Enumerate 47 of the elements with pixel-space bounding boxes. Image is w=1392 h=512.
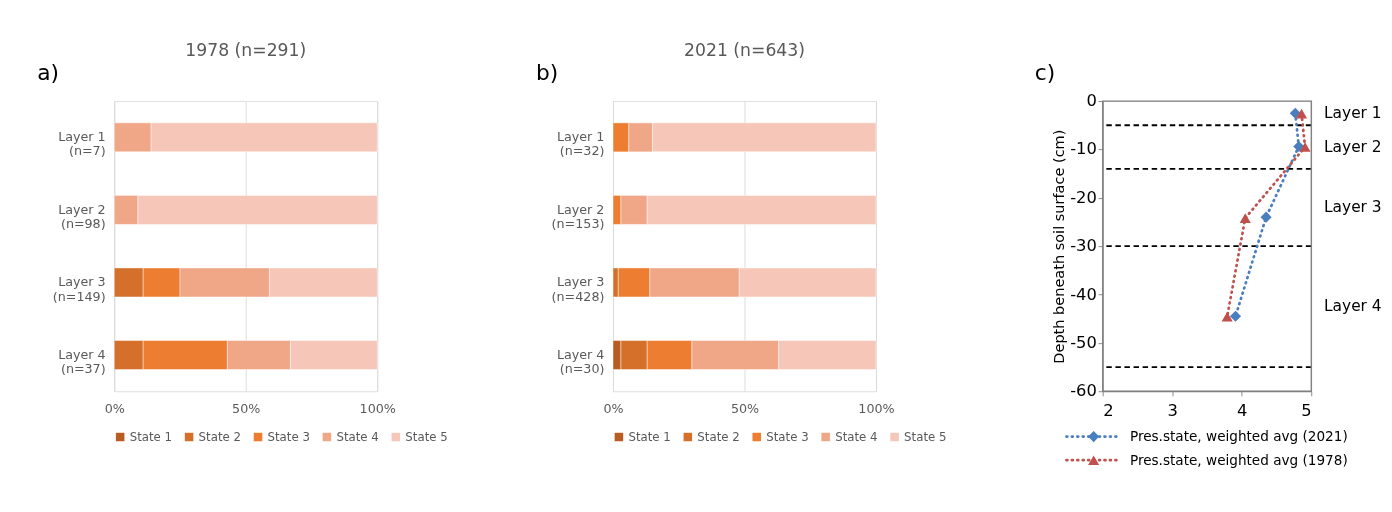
text: Layer 1: [1323, 103, 1382, 122]
legend-label: State 5: [405, 429, 448, 444]
y-tick-label: Layer 3 (n=428): [551, 274, 605, 304]
x-tick-label: 50%: [730, 400, 760, 416]
legend-label: State 1: [129, 429, 173, 444]
x-tick-label: 3: [1167, 401, 1178, 421]
legend-label: State 3: [766, 429, 809, 444]
x-tick-label: 5: [1301, 401, 1312, 421]
legend-label: State 4: [336, 429, 379, 444]
x-tick-label: 2: [1103, 401, 1114, 421]
y-tick-label: Layer 2 (n=98): [58, 201, 106, 232]
text: Layer 4: [1323, 297, 1382, 316]
legend-label: Pres.state, weighted avg (1978): [1129, 451, 1348, 468]
x-tick-label: 100%: [858, 400, 895, 416]
legend-label: State 2: [198, 429, 241, 444]
y-tick-label: Layer 4 (n=30): [556, 346, 605, 377]
text: c): [1034, 60, 1056, 86]
x-tick-label: 0%: [603, 400, 624, 416]
legend-label: State 2: [697, 429, 740, 444]
y-axis-title: Depth beneath soil surface (cm): [1050, 129, 1067, 364]
y-tick-label: Layer 1 (n=32): [556, 128, 605, 159]
y-tick-label: -40: [1070, 284, 1097, 304]
y-tick-label: Layer 3 (n=149): [52, 274, 106, 304]
legend-label: State 1: [628, 429, 671, 444]
text: b): [535, 60, 559, 86]
x-tick-label: 0%: [104, 400, 125, 416]
y-tick-label: -60: [1070, 381, 1097, 401]
y-tick-label: 0: [1086, 91, 1097, 111]
y-tick-label: -20: [1070, 187, 1097, 207]
y-tick-label: Layer 2 (n=153): [551, 201, 605, 232]
legend-label: State 5: [904, 429, 947, 444]
y-tick-label: Layer 1 (n=7): [58, 128, 106, 159]
legend-label: State 3: [267, 429, 310, 444]
x-tick-label: 50%: [232, 400, 261, 416]
legend-label: Pres.state, weighted avg (2021): [1129, 428, 1348, 445]
chart-title: 1978 (n=291): [185, 39, 307, 60]
y-tick-label: -10: [1070, 139, 1097, 159]
x-tick-label: 100%: [359, 400, 396, 416]
x-tick-label: 4: [1237, 401, 1248, 421]
text: Layer 3: [1323, 198, 1382, 217]
y-tick-label: -50: [1070, 332, 1097, 352]
legend-label: State 4: [835, 429, 878, 444]
text: Layer 2: [1323, 137, 1382, 156]
y-tick-label: -30: [1070, 236, 1097, 256]
chart-title: 2021 (n=643): [684, 39, 805, 60]
text: a): [37, 60, 60, 86]
y-tick-label: Layer 4 (n=37): [58, 346, 106, 377]
